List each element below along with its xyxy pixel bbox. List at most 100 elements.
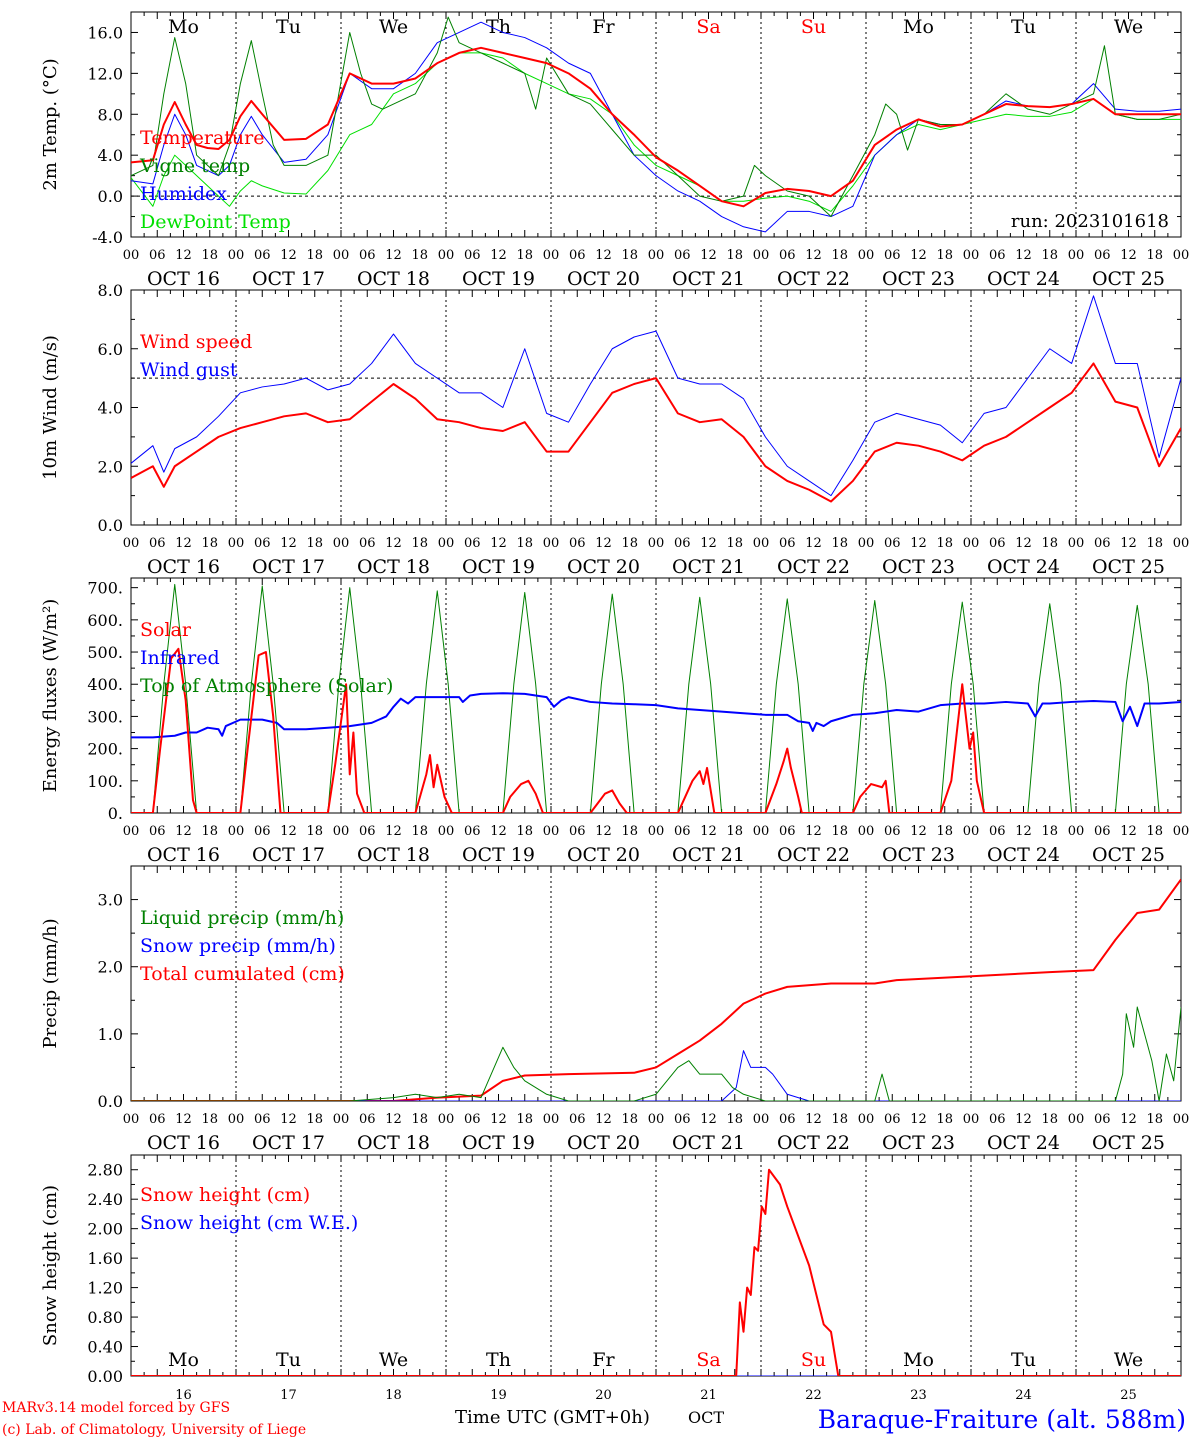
hour-tick-label: 18 <box>411 536 428 551</box>
model-credit: MARv3.14 model forced by GFS <box>2 1400 230 1416</box>
hour-tick-label: 18 <box>1041 248 1058 263</box>
hour-tick-label: 06 <box>779 824 796 839</box>
hour-tick-label: 06 <box>779 248 796 263</box>
hour-tick-label: 06 <box>149 1112 166 1127</box>
hour-tick-label: 00 <box>963 536 980 551</box>
date-label: OCT 23 <box>882 1132 955 1154</box>
hour-tick-label: 00 <box>753 536 770 551</box>
hour-tick-label: 06 <box>254 248 271 263</box>
hour-tick-label: 12 <box>595 248 612 263</box>
hour-tick-label: 12 <box>385 536 402 551</box>
day-number-label: 23 <box>910 1388 927 1403</box>
legend-entry: Top of Atmosphere (Solar) <box>140 675 393 697</box>
series-line <box>131 878 1181 1101</box>
day-number-label: 21 <box>700 1388 717 1403</box>
hour-tick-label: 06 <box>989 248 1006 263</box>
y-tick-label: 16.0 <box>87 23 123 42</box>
weekday-label: Sa <box>696 1349 720 1371</box>
y-tick-label: 0.0 <box>98 1092 123 1111</box>
hour-tick-label: 18 <box>1146 824 1163 839</box>
y-tick-label: 2.80 <box>87 1161 123 1180</box>
y-tick-label: 500. <box>87 643 123 662</box>
y-tick-label: 100. <box>87 772 123 791</box>
date-label: OCT 22 <box>777 844 850 866</box>
hour-tick-label: 06 <box>464 536 481 551</box>
date-label: OCT 18 <box>357 268 430 290</box>
date-label: OCT 19 <box>462 844 535 866</box>
hour-tick-label: 06 <box>1094 1112 1111 1127</box>
hour-tick-label: 00 <box>858 824 875 839</box>
hour-tick-label: 00 <box>648 1112 665 1127</box>
legend-entry: Temperature <box>140 127 264 149</box>
hour-tick-label: 12 <box>1120 1112 1137 1127</box>
hour-tick-label: 00 <box>858 1112 875 1127</box>
hour-tick-label: 00 <box>648 248 665 263</box>
weekday-label: We <box>379 1349 408 1371</box>
date-label: OCT 20 <box>567 844 640 866</box>
hour-tick-label: 00 <box>543 248 560 263</box>
hour-tick-label: 06 <box>149 536 166 551</box>
weekday-label: Mo <box>903 16 934 38</box>
y-tick-label: 0.0 <box>98 516 123 535</box>
hour-tick-label: 00 <box>1068 824 1085 839</box>
hour-tick-label: 06 <box>149 824 166 839</box>
hour-tick-label: 00 <box>858 536 875 551</box>
date-label: OCT 19 <box>462 268 535 290</box>
y-tick-label: 6.0 <box>98 340 123 359</box>
hour-tick-label: 00 <box>963 1112 980 1127</box>
date-label: OCT 25 <box>1092 556 1165 578</box>
hour-tick-label: 18 <box>936 824 953 839</box>
weekday-label: Fr <box>592 16 615 38</box>
legend-entry: Wind gust <box>140 359 238 381</box>
weekday-label: Th <box>486 1349 511 1371</box>
weekday-label: We <box>1114 1349 1143 1371</box>
hour-tick-label: 12 <box>490 824 507 839</box>
y-tick-label: 0.0 <box>98 187 123 206</box>
weekday-label: Tu <box>276 16 301 38</box>
y-axis-label: Snow height (cm) <box>40 1185 61 1346</box>
hour-tick-label: 12 <box>385 824 402 839</box>
date-label: OCT 21 <box>672 1132 745 1154</box>
hour-tick-label: 18 <box>516 248 533 263</box>
hour-tick-label: 18 <box>411 1112 428 1127</box>
hour-tick-label: 18 <box>411 824 428 839</box>
date-label: OCT 21 <box>672 844 745 866</box>
hour-tick-label: 12 <box>385 248 402 263</box>
hour-tick-label: 00 <box>1173 536 1190 551</box>
hour-tick-label: 18 <box>831 248 848 263</box>
hour-tick-label: 18 <box>516 824 533 839</box>
date-label: OCT 24 <box>987 268 1060 290</box>
hour-tick-label: 12 <box>910 536 927 551</box>
hour-tick-label: 06 <box>464 824 481 839</box>
date-label: OCT 21 <box>672 268 745 290</box>
hour-tick-label: 12 <box>805 1112 822 1127</box>
hour-tick-label: 00 <box>333 1112 350 1127</box>
y-tick-label: 200. <box>87 740 123 759</box>
hour-tick-label: 12 <box>280 1112 297 1127</box>
hour-tick-label: 00 <box>1173 248 1190 263</box>
weekday-label: Su <box>801 16 826 38</box>
legend-entry: Vigne temp <box>139 155 250 177</box>
series-group <box>131 16 1181 233</box>
hour-tick-label: 00 <box>753 1112 770 1127</box>
legend-entry: DewPoint Temp <box>140 211 291 233</box>
day-number-label: 17 <box>280 1388 297 1403</box>
hour-tick-label: 00 <box>228 248 245 263</box>
y-tick-label: 2.40 <box>87 1190 123 1209</box>
hour-tick-label: 12 <box>595 824 612 839</box>
x-axis-unit: OCT <box>688 1408 724 1427</box>
hour-tick-label: 00 <box>438 248 455 263</box>
panel-4: 0.0 1.0 2.0 3.0 Precip (mm/h) 00 06 12 18 OCT 16 0… <box>40 865 1189 1154</box>
hour-tick-label: 12 <box>910 824 927 839</box>
date-label: OCT 18 <box>357 844 430 866</box>
series-line <box>131 692 1181 739</box>
hour-tick-label: 12 <box>385 1112 402 1127</box>
hour-tick-label: 06 <box>149 248 166 263</box>
panel-3: 0. 100. 200. 300. 400. 500. 600. 700. Energy flu… <box>40 577 1189 866</box>
series-group <box>131 1168 1181 1376</box>
y-axis-label: 10m Wind (m/s) <box>40 335 61 480</box>
y-axis-label: 2m Temp. (°C) <box>40 58 61 190</box>
date-label: OCT 24 <box>987 556 1060 578</box>
hour-tick-label: 12 <box>1120 536 1137 551</box>
